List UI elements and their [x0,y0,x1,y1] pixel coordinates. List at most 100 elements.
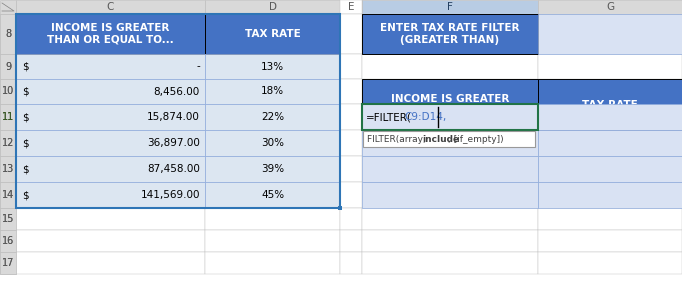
Bar [362,104,538,130]
Text: 141,569.00: 141,569.00 [140,190,200,200]
Text: include: include [422,135,459,143]
Text: C: C [107,2,114,12]
Bar [538,230,682,252]
Text: 17: 17 [2,258,14,268]
Text: 15: 15 [2,214,14,224]
Bar [0,14,16,54]
Bar [16,252,205,274]
Bar [538,252,682,274]
Bar [362,156,538,182]
Bar [340,230,362,252]
Bar [205,230,340,252]
Text: $: $ [22,164,29,174]
Bar [16,104,205,130]
Text: 8: 8 [5,29,11,39]
Bar [205,252,340,274]
Text: TAX RATE: TAX RATE [245,29,300,39]
Text: F: F [447,2,453,12]
Bar [0,182,16,208]
Bar [205,182,340,208]
Text: $: $ [22,62,29,72]
Text: =FILTER(: =FILTER( [366,112,412,122]
Bar [0,0,16,14]
Text: 30%: 30% [261,138,284,148]
Bar [340,104,362,130]
Bar [16,54,205,79]
Text: 15,874.00: 15,874.00 [147,112,200,122]
Text: $: $ [22,112,29,122]
Bar [362,79,538,130]
Bar [340,130,362,156]
Bar [205,54,340,79]
Text: C9:D14,: C9:D14, [404,112,446,122]
Bar [16,156,205,182]
Bar [538,208,682,230]
Bar [538,79,682,130]
Bar [0,79,16,104]
Bar [538,104,682,130]
Bar [0,130,16,156]
Bar [538,130,682,156]
Bar [362,208,538,230]
Bar [0,182,16,208]
Text: 8: 8 [5,29,11,39]
Text: D: D [269,2,276,12]
Text: 13: 13 [2,164,14,174]
Bar [0,54,16,79]
Bar [0,230,16,252]
Text: 45%: 45% [261,190,284,200]
Bar [340,156,362,182]
Text: 10: 10 [2,87,14,97]
Text: 14: 14 [2,190,14,200]
Text: 9: 9 [5,62,11,72]
Text: 14: 14 [2,190,14,200]
Bar [0,79,16,104]
Text: 18%: 18% [261,87,284,97]
Bar [340,252,362,274]
Text: 15: 15 [2,214,14,224]
Bar [362,252,538,274]
Text: INCOME IS GREATER
THAN OR EQUAL TO...: INCOME IS GREATER THAN OR EQUAL TO... [387,94,514,115]
Bar [0,252,16,274]
Bar [16,79,205,104]
Text: 16: 16 [2,236,14,246]
Bar [205,14,340,54]
Text: , [if_empty]): , [if_empty]) [448,135,503,143]
Bar [340,54,362,79]
Bar [0,156,16,182]
Text: ENTER TAX RATE FILTER
(GREATER THAN): ENTER TAX RATE FILTER (GREATER THAN) [381,23,520,45]
Bar [16,14,205,54]
Bar [0,14,16,54]
Text: 12: 12 [2,138,14,148]
Text: G: G [606,2,614,12]
Bar [538,54,682,79]
Bar [538,182,682,208]
Text: $: $ [22,138,29,148]
Bar [0,208,16,230]
Bar [538,156,682,182]
Bar [362,230,538,252]
Text: 36,897.00: 36,897.00 [147,138,200,148]
Bar [338,206,342,210]
Bar [340,0,362,14]
Text: 13%: 13% [261,62,284,72]
Bar [16,130,205,156]
Text: 8,456.00: 8,456.00 [153,87,200,97]
Bar [0,104,16,130]
Bar [0,208,16,230]
Text: $: $ [22,190,29,200]
Text: 11: 11 [2,112,14,122]
Text: $: $ [22,87,29,97]
Text: TAX RATE: TAX RATE [582,99,638,110]
Bar [362,54,538,79]
Bar [362,182,538,208]
Text: -: - [196,62,200,72]
Text: FILTER(array,: FILTER(array, [367,135,428,143]
Text: 87,458.00: 87,458.00 [147,164,200,174]
Bar [16,14,340,208]
Text: 16: 16 [2,236,14,246]
Bar [340,14,362,54]
Text: 12: 12 [2,138,14,148]
Bar [205,104,340,130]
Text: 13: 13 [2,164,14,174]
